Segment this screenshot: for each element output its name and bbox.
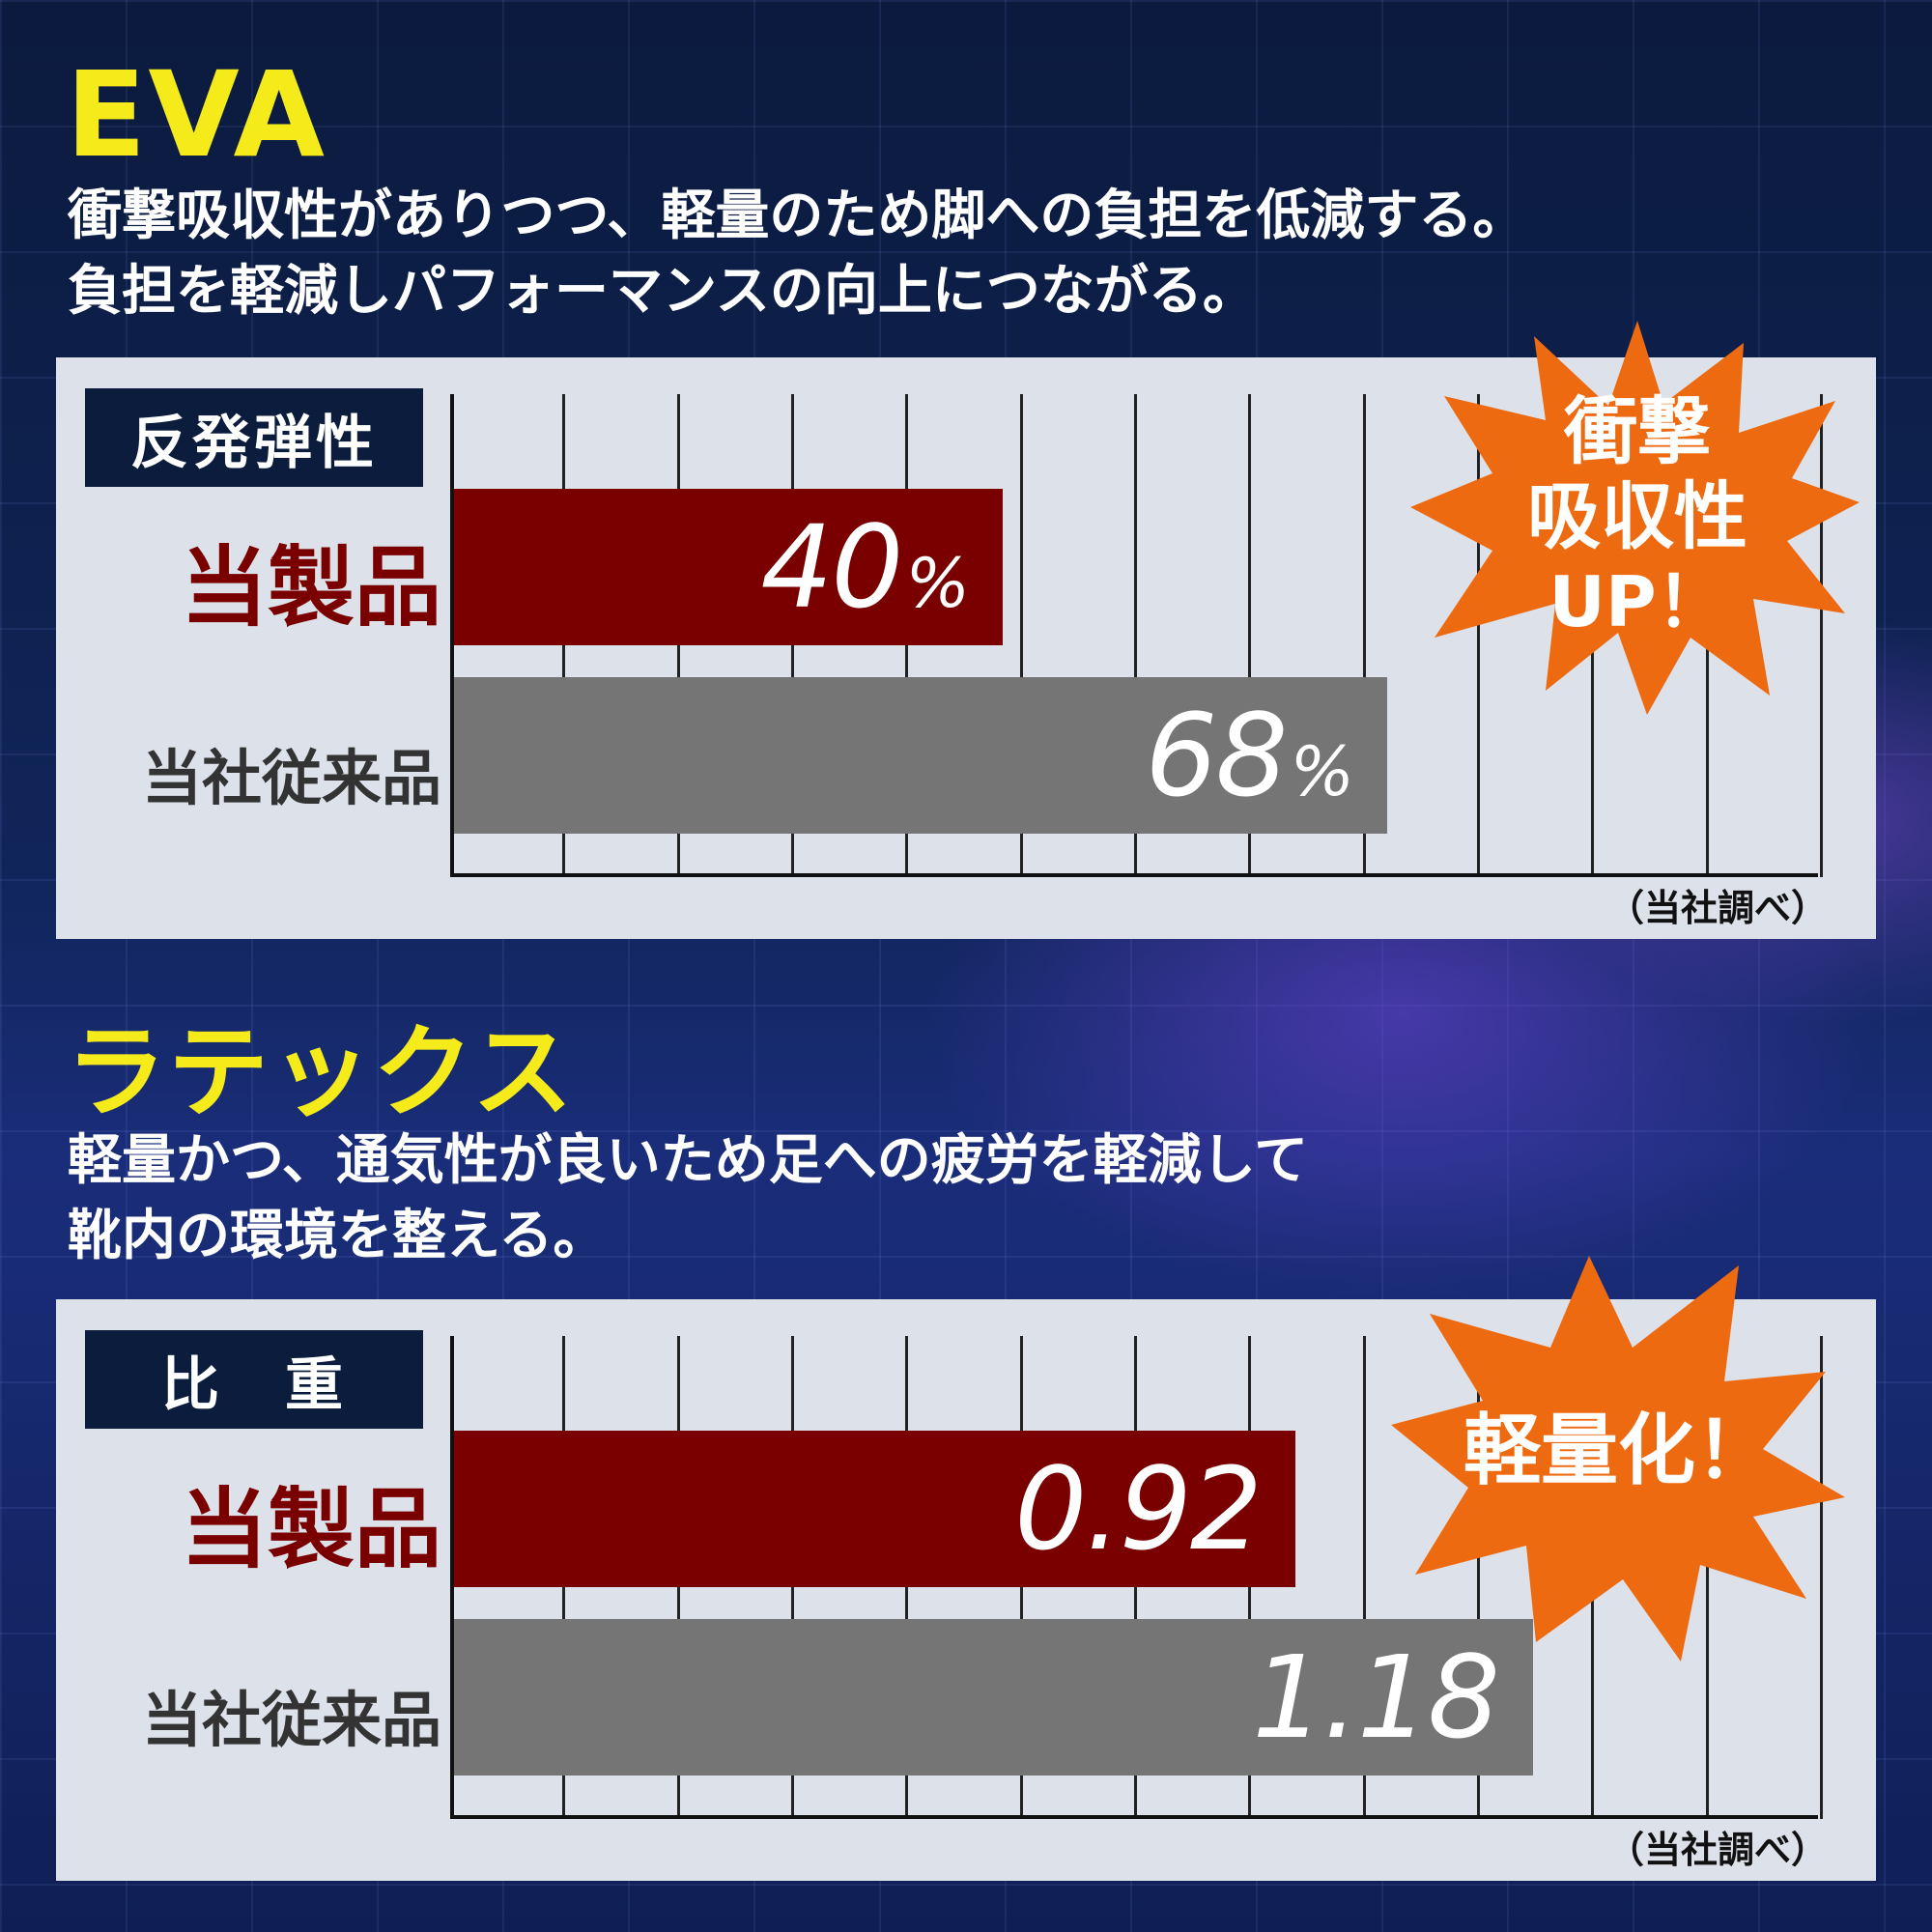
grid-line — [1248, 394, 1252, 877]
burst-text: 衝撃 吸収性 UP！ — [1410, 319, 1864, 715]
product-value: 0.92 — [1014, 1442, 1263, 1576]
product-label: 当製品 — [181, 537, 441, 639]
conventional-bar: 68% — [454, 677, 1387, 834]
description-line: 負担を軽減しパフォーマンスの向上につながる。 — [68, 260, 1257, 323]
grid-line — [1362, 394, 1366, 877]
grid-line — [1019, 394, 1023, 877]
burst-shape — [1410, 321, 1860, 715]
source-note: （当社調べ） — [1606, 1829, 1828, 1871]
grid-line — [1820, 394, 1823, 877]
grid-line — [1820, 1336, 1823, 1819]
grid-line — [1705, 1336, 1709, 1819]
starburst — [1410, 321, 1860, 715]
burst-line: UP！ — [1548, 561, 1726, 642]
section-heading-latex: ラテックス — [66, 1013, 575, 1131]
metric-title: 反発弾性 — [85, 388, 423, 487]
source-note: （当社調べ） — [1606, 887, 1828, 929]
value-unit: % — [1290, 732, 1354, 811]
product-bar: 40% — [454, 489, 1003, 645]
burst-badge-light: 軽量化！ — [1391, 1256, 1845, 1662]
grid-line — [1134, 394, 1137, 877]
burst-text: 軽量化！ — [1391, 1256, 1845, 1662]
section-description-eva: 衝撃吸収性がありつつ、軽量のため脚への負担を低減する。 負担を軽減しパフォーマン… — [68, 179, 1526, 329]
product-value-label: 40% — [760, 489, 970, 645]
x-axis — [450, 873, 1818, 877]
conventional-label: 当社従来品 — [141, 1685, 441, 1755]
conventional-value: 68 — [1145, 689, 1288, 822]
description-line: 衝撃吸収性がありつつ、軽量のため脚への負担を低減する。 — [68, 185, 1527, 247]
section-description-latex: 軽量かつ、通気性が良いため足への疲労を軽減して 靴内の環境を整える。 — [68, 1123, 1308, 1274]
grid-line — [1362, 1336, 1366, 1819]
chart-panel-latex: 比 重 当製品 当社従来品 0.92 1.18 （当社調べ） — [56, 1299, 1876, 1881]
grid-line — [1477, 394, 1480, 877]
x-axis — [450, 1815, 1818, 1819]
conventional-label: 当社従来品 — [141, 743, 441, 813]
conventional-value-label: 68% — [1145, 677, 1354, 834]
bar-plot: 40% 68% — [450, 394, 1823, 877]
bar-plot: 0.92 1.18 — [450, 1336, 1823, 1819]
y-axis — [450, 394, 454, 877]
grid-line — [1477, 1336, 1480, 1819]
y-axis — [450, 1336, 454, 1819]
burst-line: 吸収性 — [1527, 473, 1747, 559]
burst-line: 軽量化！ — [1463, 1406, 1773, 1495]
description-line: 軽量かつ、通気性が良いため足への疲労を軽減して — [68, 1129, 1309, 1192]
starburst — [1391, 1256, 1845, 1662]
metric-title: 比 重 — [85, 1330, 423, 1429]
product-bar: 0.92 — [454, 1431, 1295, 1587]
conventional-bar: 1.18 — [454, 1619, 1533, 1776]
description-line: 靴内の環境を整える。 — [68, 1205, 608, 1267]
product-value: 40 — [760, 500, 903, 634]
value-unit: % — [905, 544, 970, 623]
burst-shape — [1391, 1256, 1845, 1662]
section-heading-eva: EVA — [66, 46, 327, 184]
burst-line: 衝撃 — [1564, 388, 1711, 474]
burst-badge-shock: 衝撃 吸収性 UP！ — [1410, 319, 1864, 715]
conventional-value: 1.18 — [1252, 1631, 1500, 1764]
product-label: 当製品 — [181, 1479, 441, 1580]
